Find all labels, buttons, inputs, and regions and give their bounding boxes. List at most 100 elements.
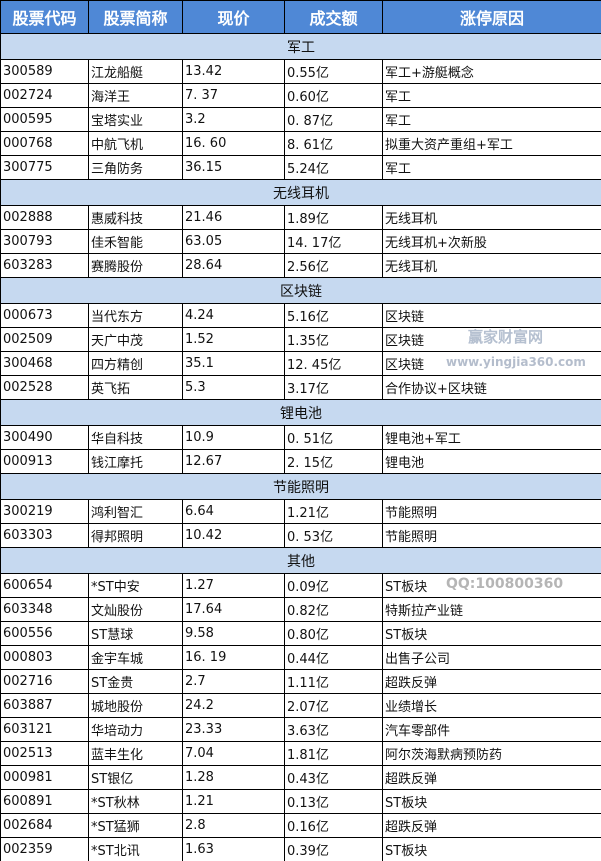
cell-turnover: 1.89亿: [284, 205, 383, 230]
cell-reason: 阿尔茨海默病预防药: [382, 741, 601, 766]
cell-code: 300490: [0, 425, 89, 450]
cell-name: *ST中安: [88, 573, 183, 598]
table-row: 300589 江龙船艇 13.42 0.55亿 军工+游艇概念: [0, 59, 601, 84]
table-row: 000673 当代东方 4.24 5.16亿 区块链: [0, 303, 601, 328]
cell-reason: ST板块: [382, 573, 601, 598]
cell-code: 300468: [0, 351, 89, 376]
cell-turnover: 2. 15亿: [284, 449, 383, 474]
cell-code: 603887: [0, 693, 89, 718]
cell-name: 海洋王: [88, 83, 183, 108]
section-title: 军工: [0, 33, 601, 60]
cell-turnover: 0. 53亿: [284, 523, 383, 548]
cell-code: 600891: [0, 789, 89, 814]
cell-turnover: 0.60亿: [284, 83, 383, 108]
cell-name: 鸿利智汇: [88, 499, 183, 524]
table-row: 002716 ST金贵 2.7 1.11亿 超跌反弹: [0, 669, 601, 694]
cell-name: 得邦照明: [88, 523, 183, 548]
cell-name: 赛腾股份: [88, 253, 183, 278]
section-title: 无线耳机: [0, 179, 601, 206]
cell-reason: 无线耳机: [382, 205, 601, 230]
section-row: 无线耳机: [0, 179, 601, 206]
table-row: 300219 鸿利智汇 6.64 1.21亿 节能照明: [0, 499, 601, 524]
cell-reason: 锂电池: [382, 449, 601, 474]
cell-code: 002513: [0, 741, 89, 766]
section-row: 其他: [0, 547, 601, 574]
cell-code: 000981: [0, 765, 89, 790]
cell-name: 天广中茂: [88, 327, 183, 352]
cell-price: 5.3: [182, 375, 285, 400]
cell-turnover: 2.56亿: [284, 253, 383, 278]
cell-name: ST银亿: [88, 765, 183, 790]
cell-name: 英飞拓: [88, 375, 183, 400]
cell-turnover: 1.11亿: [284, 669, 383, 694]
cell-reason: 特斯拉产业链: [382, 597, 601, 622]
cell-turnover: 0.55亿: [284, 59, 383, 84]
cell-reason: 出售子公司: [382, 645, 601, 670]
cell-price: 3.2: [182, 107, 285, 132]
cell-price: 10.9: [182, 425, 285, 450]
cell-turnover: 14. 17亿: [284, 229, 383, 254]
cell-price: 16. 60: [182, 131, 285, 156]
table-row: 002724 海洋王 7. 37 0.60亿 军工: [0, 83, 601, 108]
cell-code: 000768: [0, 131, 89, 156]
cell-name: 华自科技: [88, 425, 183, 450]
cell-price: 63.05: [182, 229, 285, 254]
cell-reason: 业绩增长: [382, 693, 601, 718]
table-row: 000981 ST银亿 1.28 0.43亿 超跌反弹: [0, 765, 601, 790]
cell-code: 002716: [0, 669, 89, 694]
table-row: 603348 文灿股份 17.64 0.82亿 特斯拉产业链: [0, 597, 601, 622]
cell-price: 16. 19: [182, 645, 285, 670]
cell-name: ST金贵: [88, 669, 183, 694]
cell-price: 1.21: [182, 789, 285, 814]
table-row: 002359 *ST北讯 1.63 0.39亿 ST板块: [0, 837, 601, 861]
section-title: 节能照明: [0, 473, 601, 500]
cell-name: 佳禾智能: [88, 229, 183, 254]
section-title: 其他: [0, 547, 601, 574]
cell-code: 002359: [0, 837, 89, 861]
cell-code: 002888: [0, 205, 89, 230]
cell-reason: ST板块: [382, 789, 601, 814]
cell-price: 24.2: [182, 693, 285, 718]
cell-reason: 区块链: [382, 303, 601, 328]
cell-name: 四方精创: [88, 351, 183, 376]
cell-code: 000673: [0, 303, 89, 328]
cell-name: 惠威科技: [88, 205, 183, 230]
cell-reason: 军工: [382, 107, 601, 132]
cell-price: 13.42: [182, 59, 285, 84]
cell-price: 28.64: [182, 253, 285, 278]
header-reason: 涨停原因: [382, 0, 601, 34]
cell-turnover: 1.81亿: [284, 741, 383, 766]
cell-reason: 区块链: [382, 327, 601, 352]
cell-price: 1.28: [182, 765, 285, 790]
cell-price: 17.64: [182, 597, 285, 622]
cell-reason: 无线耳机: [382, 253, 601, 278]
cell-price: 1.27: [182, 573, 285, 598]
cell-name: *ST猛狮: [88, 813, 183, 838]
cell-price: 10.42: [182, 523, 285, 548]
cell-name: *ST北讯: [88, 837, 183, 861]
cell-name: 城地股份: [88, 693, 183, 718]
table-row: 002528 英飞拓 5.3 3.17亿 合作协议+区块链: [0, 375, 601, 400]
cell-price: 35.1: [182, 351, 285, 376]
table-row: 000803 金宇车城 16. 19 0.44亿 出售子公司: [0, 645, 601, 670]
cell-turnover: 2.07亿: [284, 693, 383, 718]
header-row: 股票代码 股票简称 现价 成交额 涨停原因: [0, 0, 601, 34]
table-row: 603887 城地股份 24.2 2.07亿 业绩增长: [0, 693, 601, 718]
cell-turnover: 1.35亿: [284, 327, 383, 352]
cell-turnover: 8. 61亿: [284, 131, 383, 156]
cell-reason: 拟重大资产重组+军工: [382, 131, 601, 156]
cell-code: 300589: [0, 59, 89, 84]
cell-name: 蓝丰生化: [88, 741, 183, 766]
cell-name: ST慧球: [88, 621, 183, 646]
cell-code: 603283: [0, 253, 89, 278]
cell-price: 6.64: [182, 499, 285, 524]
section-row: 军工: [0, 33, 601, 60]
cell-price: 21.46: [182, 205, 285, 230]
cell-price: 36.15: [182, 155, 285, 180]
section-row: 锂电池: [0, 399, 601, 426]
cell-price: 2.7: [182, 669, 285, 694]
cell-price: 1.63: [182, 837, 285, 861]
cell-code: 300793: [0, 229, 89, 254]
cell-price: 7. 37: [182, 83, 285, 108]
